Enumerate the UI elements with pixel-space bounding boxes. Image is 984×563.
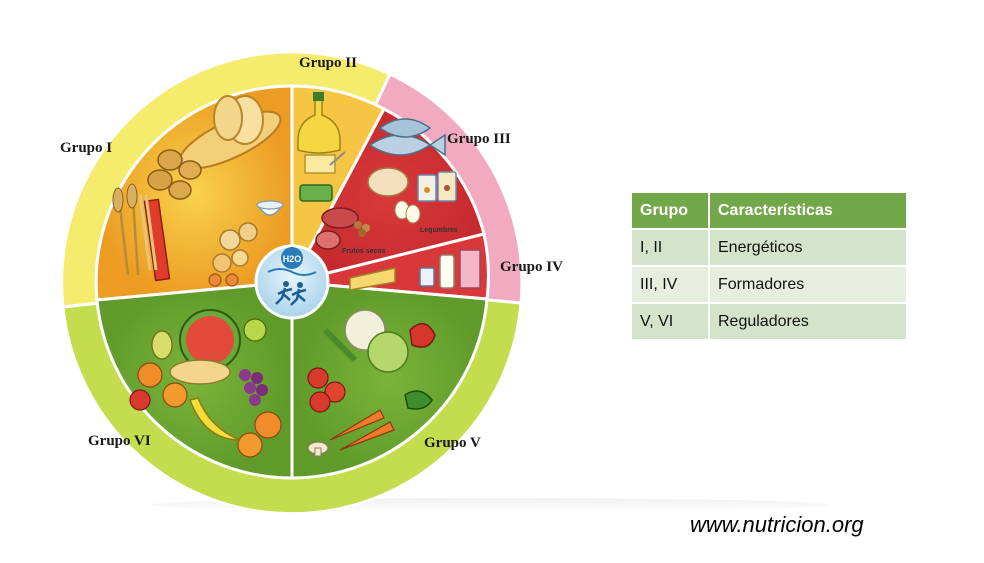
potato-icon: [147, 149, 202, 200]
meat-icon: [315, 207, 359, 250]
melon-icon: [169, 359, 231, 385]
cell-grupo: I, II: [632, 228, 710, 266]
butter-icon: [304, 151, 346, 174]
group-iv-foods: [349, 249, 481, 291]
wheat-icon: [112, 183, 140, 276]
center-badge: H2O: [254, 244, 330, 320]
header-grupo: Grupo: [632, 193, 710, 229]
group-i-label: Grupo I: [60, 140, 112, 156]
sector-group-v: [290, 280, 489, 480]
runners-icon: [275, 281, 307, 306]
milk-bottle-icon: [439, 254, 455, 289]
table-row: III, IV Formadores: [632, 265, 908, 303]
oil-bottle-icon: [297, 99, 341, 154]
group-ii-foods: [297, 92, 346, 202]
egg-icon: [394, 200, 421, 224]
group-vi-foods: [129, 309, 282, 458]
table-header-row: Grupo Características: [632, 193, 908, 229]
water-label: H2O: [283, 254, 302, 264]
leek-icon: [322, 327, 358, 363]
pepper-icon: [409, 322, 436, 348]
apple-icon: [243, 318, 267, 342]
legume-jars-icon: [417, 171, 457, 202]
legumbres-label: Legumbres: [420, 227, 458, 234]
pear-icon: [151, 330, 173, 360]
group-iii-foods: Frutos secos Legumbres: [315, 118, 458, 255]
group-v-foods: [307, 309, 436, 457]
sugar-bowl-icon: [256, 200, 284, 216]
cell-caracteristica: Formadores: [709, 265, 908, 303]
pasta-icon: [138, 194, 171, 282]
carrot-icon: [329, 409, 395, 451]
chicken-icon: [367, 167, 409, 197]
fish-icon: [368, 133, 446, 157]
cabbage-icon: [367, 331, 409, 373]
group-ii-label: Grupo II: [299, 55, 357, 71]
cell-grupo: III, IV: [632, 265, 710, 303]
grapes-icon: [239, 369, 268, 406]
cell-caracteristica: Reguladores: [709, 302, 908, 339]
header-caracteristicas: Características: [709, 193, 908, 229]
group-v-label: Grupo V: [424, 435, 481, 451]
milk-carton-icon: [459, 249, 481, 289]
pastry-icon: [208, 222, 258, 287]
water-drop-icon: [281, 247, 303, 269]
nuts-icon: [354, 221, 370, 237]
orange-icon: [137, 362, 282, 458]
cell-grupo: V, VI: [632, 302, 710, 339]
group-iv-label: Grupo IV: [500, 259, 563, 275]
yogurt-icon: [419, 267, 435, 287]
frutos-secos-label: Frutos secos: [342, 248, 386, 255]
cheese-icon: [349, 267, 396, 291]
group-vi-label: Grupo VI: [88, 433, 151, 449]
characteristics-table: Grupo Características I, II Energéticos …: [632, 193, 908, 339]
margarine-icon: [299, 184, 333, 202]
mushroom-icon: [307, 441, 329, 457]
table-row: V, VI Reguladores: [632, 302, 908, 339]
green-pepper-icon: [404, 390, 433, 410]
banana-icon: [189, 397, 241, 441]
tomato-icon: [307, 367, 346, 413]
source-url: www.nutricion.org: [690, 512, 864, 537]
table-row: I, II Energéticos: [632, 228, 908, 266]
group-iii-label: Grupo III: [447, 131, 511, 147]
cell-caracteristica: Energéticos: [709, 228, 908, 266]
group-i-foods: [112, 95, 284, 287]
